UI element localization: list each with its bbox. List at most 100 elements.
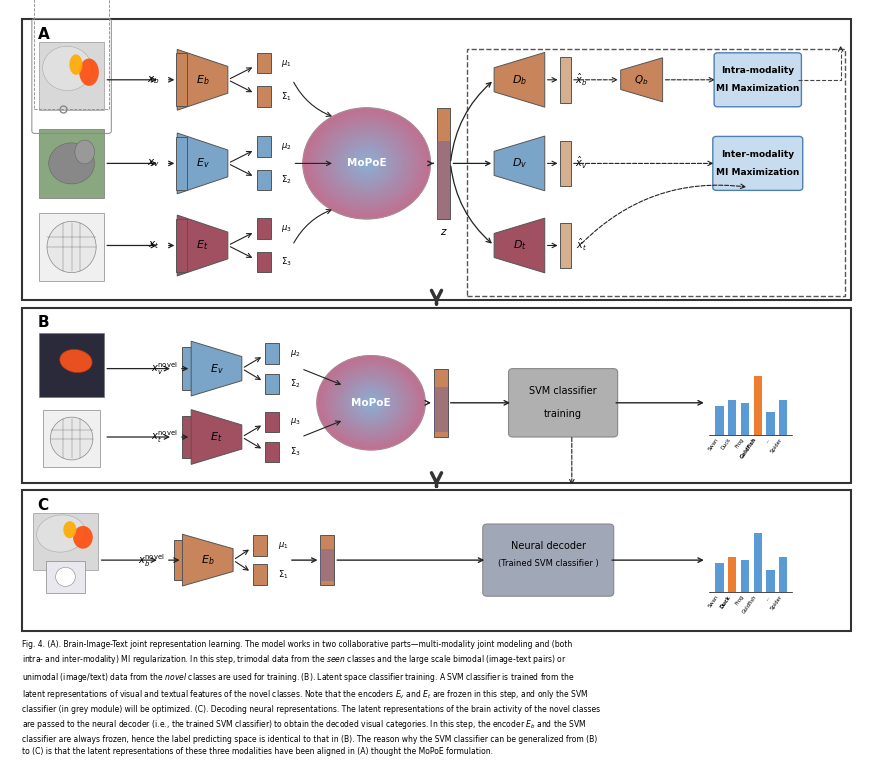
Text: $D_b$: $D_b$ [512, 73, 527, 87]
Text: $E_b$: $E_b$ [201, 553, 215, 567]
Circle shape [320, 122, 414, 204]
Ellipse shape [43, 46, 92, 90]
Circle shape [354, 388, 388, 417]
Text: $\mu_1$: $\mu_1$ [278, 540, 288, 551]
Polygon shape [494, 218, 545, 273]
Circle shape [351, 385, 391, 420]
Bar [560, 57, 571, 103]
Text: $E_v$: $E_v$ [210, 362, 223, 375]
Bar [39, 42, 104, 110]
Text: Goldfish: Goldfish [739, 437, 758, 460]
Text: $z$: $z$ [440, 227, 447, 237]
Bar [257, 52, 271, 73]
Bar [715, 563, 724, 592]
Bar [174, 540, 184, 580]
Text: Frog: Frog [734, 594, 745, 606]
Text: $x_v$: $x_v$ [148, 157, 160, 169]
Text: $E_v$: $E_v$ [196, 157, 210, 170]
Circle shape [339, 375, 403, 431]
Bar [22, 490, 851, 631]
Text: B: B [38, 315, 49, 331]
Bar [753, 534, 762, 592]
Text: (Trained SVM classifier ): (Trained SVM classifier ) [498, 559, 599, 568]
Circle shape [368, 400, 375, 406]
Bar [257, 252, 271, 272]
Circle shape [364, 397, 378, 409]
Text: $\mu_2$: $\mu_2$ [281, 141, 292, 152]
Circle shape [327, 128, 407, 198]
Bar [257, 218, 271, 239]
Text: $\Sigma_1$: $\Sigma_1$ [281, 90, 292, 103]
Bar [265, 343, 279, 363]
Bar [741, 560, 749, 592]
Text: $x_t^{\rm novel}$: $x_t^{\rm novel}$ [151, 429, 177, 445]
Text: $\Sigma_3$: $\Sigma_3$ [290, 446, 300, 458]
Text: Goldfish: Goldfish [741, 594, 758, 615]
Text: $x_v^{\rm novel}$: $x_v^{\rm novel}$ [151, 360, 177, 377]
Circle shape [350, 149, 383, 178]
Circle shape [316, 119, 417, 207]
Text: A: A [38, 27, 49, 42]
Circle shape [317, 356, 425, 450]
Text: $\hat{x}_t$: $\hat{x}_t$ [576, 237, 587, 254]
Circle shape [313, 117, 420, 210]
Bar [780, 400, 787, 435]
Text: ...: ... [764, 437, 771, 444]
Ellipse shape [59, 350, 93, 372]
Bar [766, 570, 774, 592]
Ellipse shape [64, 521, 77, 538]
Text: C: C [38, 498, 49, 513]
Bar [182, 347, 193, 390]
Circle shape [362, 160, 371, 167]
Text: $\mu_3$: $\mu_3$ [290, 416, 300, 427]
Ellipse shape [79, 59, 99, 86]
Ellipse shape [37, 515, 86, 552]
Bar [741, 403, 749, 435]
Ellipse shape [56, 567, 75, 587]
Bar [176, 53, 187, 106]
Bar [182, 416, 193, 458]
Bar [715, 406, 724, 435]
Polygon shape [191, 341, 242, 396]
Circle shape [305, 109, 429, 217]
Text: $\hat{x}_v$: $\hat{x}_v$ [575, 155, 588, 172]
Circle shape [349, 384, 393, 422]
Bar [176, 219, 187, 272]
Bar [320, 549, 334, 581]
Text: $\hat{x}_b$: $\hat{x}_b$ [575, 71, 588, 88]
Bar [265, 412, 279, 432]
Circle shape [333, 370, 409, 435]
Bar [434, 369, 448, 437]
Circle shape [361, 394, 382, 412]
Circle shape [318, 121, 416, 206]
Circle shape [319, 357, 423, 448]
Bar [265, 442, 279, 462]
Circle shape [332, 369, 410, 437]
Circle shape [352, 150, 382, 176]
Circle shape [334, 135, 398, 191]
Ellipse shape [49, 143, 94, 184]
FancyBboxPatch shape [712, 137, 803, 191]
Bar [44, 410, 100, 467]
Text: MoPoE: MoPoE [351, 397, 391, 408]
Bar [728, 400, 737, 435]
Circle shape [343, 143, 390, 184]
Text: Spider: Spider [769, 594, 783, 611]
Text: training: training [544, 409, 582, 420]
Circle shape [312, 116, 422, 211]
Text: SVM classifier: SVM classifier [529, 386, 597, 397]
Circle shape [327, 365, 415, 441]
Bar [33, 512, 98, 570]
Polygon shape [177, 133, 228, 194]
Circle shape [335, 372, 407, 434]
Circle shape [329, 366, 413, 439]
Polygon shape [191, 410, 242, 464]
Bar [257, 87, 271, 106]
Polygon shape [177, 215, 228, 276]
Polygon shape [621, 58, 663, 102]
Bar [780, 557, 787, 592]
Circle shape [356, 154, 377, 173]
Circle shape [322, 360, 420, 445]
Circle shape [320, 359, 422, 447]
Circle shape [346, 145, 388, 182]
